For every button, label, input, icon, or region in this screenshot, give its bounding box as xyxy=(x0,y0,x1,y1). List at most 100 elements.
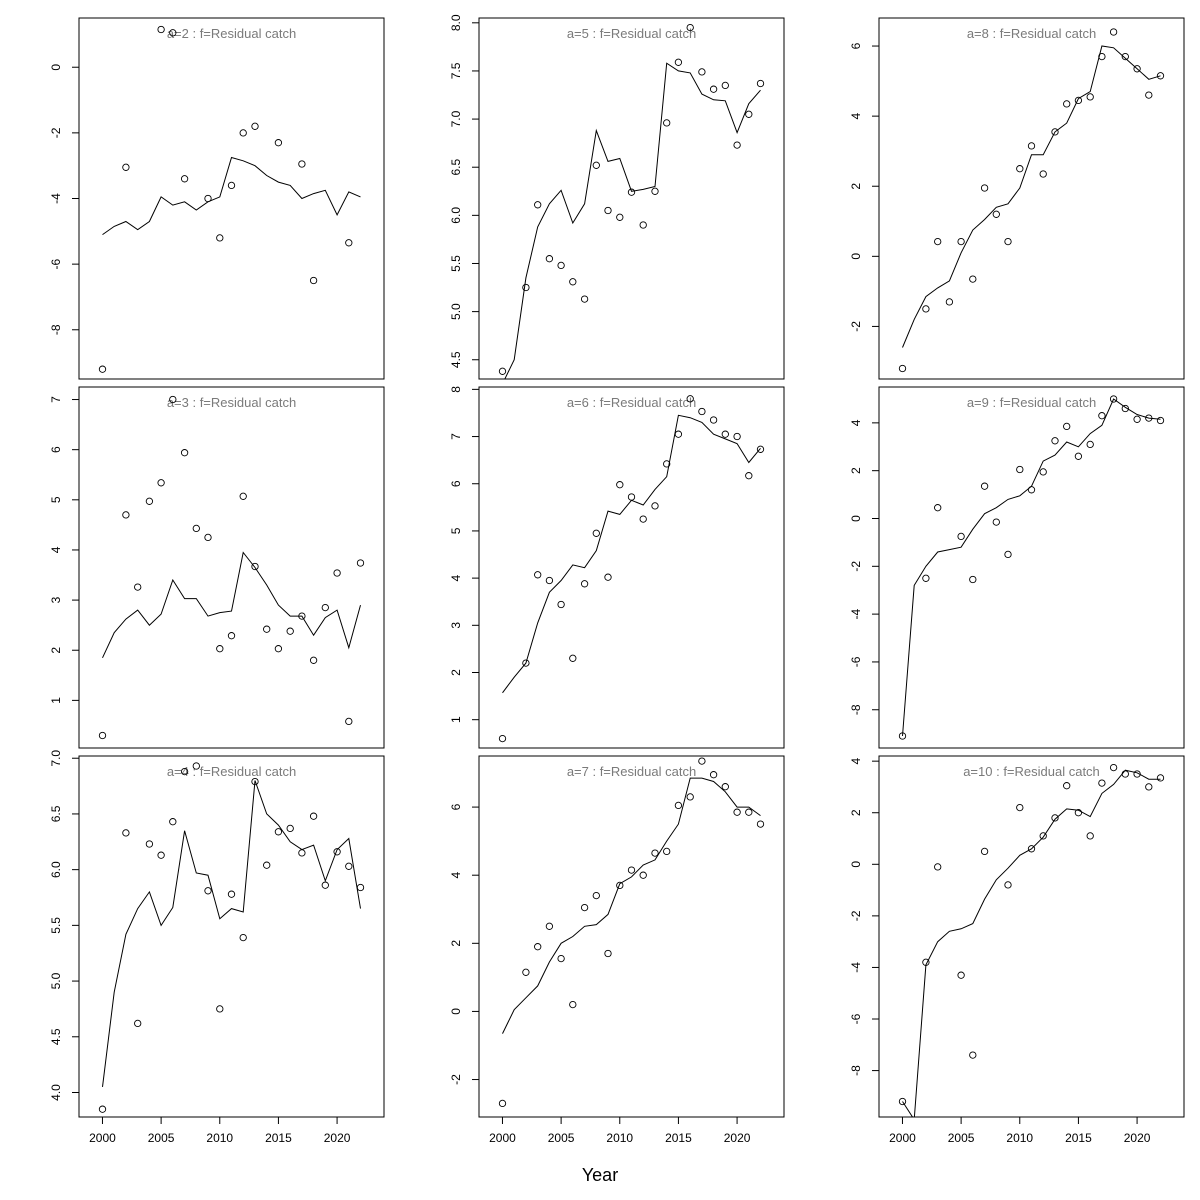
y-tick-label: 0 xyxy=(849,861,863,868)
panel-title: a=3 : f=Residual catch xyxy=(167,395,296,410)
data-point xyxy=(592,161,600,169)
data-point xyxy=(1004,881,1012,889)
data-point xyxy=(592,891,600,900)
panel-8: a=7 : f=Residual catch -2 0 2 4 6 2000 2005 2010… xyxy=(449,755,785,1145)
data-point xyxy=(204,887,212,895)
panel-frame xyxy=(478,755,785,1118)
panel-6: a=9 : f=Residual catch 4 2 0 -2 -4 -6 -8 xyxy=(849,386,1185,749)
data-point xyxy=(627,188,636,196)
data-point xyxy=(639,515,647,523)
data-point xyxy=(1086,440,1094,449)
x-tick-label: 2015 xyxy=(665,1131,692,1145)
data-point xyxy=(651,187,659,195)
y-tick-label: 5 xyxy=(449,527,463,534)
data-point xyxy=(1051,128,1059,136)
data-point xyxy=(345,239,353,247)
data-point xyxy=(674,430,683,438)
data-point xyxy=(569,278,577,286)
fitted-line xyxy=(502,414,761,694)
y-tick-label: 2 xyxy=(849,809,863,816)
data-point xyxy=(157,851,165,859)
y-tick-label: 2 xyxy=(449,669,463,676)
y-tick-label: -4 xyxy=(849,608,863,619)
data-point xyxy=(898,732,907,740)
y-tick-label: 5.5 xyxy=(49,917,63,934)
data-point xyxy=(534,201,542,209)
panel-3: a=8 : f=Residual catch -2 0 2 4 6 xyxy=(849,17,1185,380)
data-point xyxy=(686,793,694,801)
plot-area xyxy=(98,762,365,1113)
data-point xyxy=(251,122,259,130)
data-point xyxy=(309,812,318,820)
data-point xyxy=(569,1000,577,1009)
data-point xyxy=(522,968,530,976)
y-tick-label: 7.0 xyxy=(449,110,463,127)
panel-5: a=6 : f=Residual catch 1 2 3 4 5 6 7 8 xyxy=(449,386,785,749)
x-tick-label: 2010 xyxy=(606,1131,633,1145)
y-tick-label: 5.5 xyxy=(449,255,463,272)
y-tick-label: -6 xyxy=(849,1013,863,1024)
data-point xyxy=(980,184,989,192)
data-point xyxy=(934,863,942,871)
panel-frame xyxy=(78,17,385,380)
data-point xyxy=(1063,422,1071,431)
data-point xyxy=(1156,72,1165,80)
data-point xyxy=(709,416,718,424)
data-point xyxy=(721,81,729,90)
data-point xyxy=(1063,100,1071,108)
y-tick-label: 4.5 xyxy=(49,1028,63,1045)
y-tick-label: 6.5 xyxy=(449,159,463,176)
x-tick-label: 2020 xyxy=(1124,1131,1151,1145)
data-point xyxy=(1074,809,1083,817)
panel-frame xyxy=(878,386,1185,749)
data-point xyxy=(969,275,977,283)
data-point xyxy=(569,654,577,662)
fitted-line xyxy=(102,780,361,1087)
data-point xyxy=(957,237,965,246)
data-point xyxy=(674,58,683,66)
panel-frame xyxy=(78,386,385,749)
data-point xyxy=(1004,237,1012,246)
data-point xyxy=(604,206,612,215)
y-tick-label: 4 xyxy=(849,112,863,119)
panel-title: a=5 : f=Residual catch xyxy=(567,26,696,41)
data-point xyxy=(134,583,142,591)
y-tick-label: -4 xyxy=(49,193,63,204)
data-point xyxy=(239,129,247,137)
data-point xyxy=(756,820,765,828)
x-tick-label: 2020 xyxy=(324,1131,351,1145)
data-point xyxy=(333,569,341,577)
x-tick-label: 2010 xyxy=(1006,1131,1033,1145)
y-tick-label: 3 xyxy=(449,622,463,629)
y-tick-label: 6 xyxy=(49,446,63,453)
data-point xyxy=(298,160,306,168)
data-point xyxy=(545,255,554,263)
data-point xyxy=(604,573,612,581)
panel-frame xyxy=(478,17,785,380)
y-tick-label: 3 xyxy=(49,596,63,603)
data-point xyxy=(733,808,741,816)
data-point xyxy=(1039,832,1047,840)
y-tick-label: 1 xyxy=(449,716,463,723)
data-point xyxy=(227,181,236,190)
data-point xyxy=(122,163,130,171)
data-point xyxy=(274,139,283,147)
data-point xyxy=(616,213,624,221)
fitted-line xyxy=(502,777,761,1034)
data-point xyxy=(1133,770,1141,778)
data-point xyxy=(1039,170,1047,178)
panel-frame xyxy=(478,386,785,749)
data-point xyxy=(192,762,200,770)
data-point xyxy=(756,79,765,88)
data-point xyxy=(157,25,165,34)
data-point xyxy=(709,85,718,93)
panel-4: a=3 : f=Residual catch 1 2 3 4 5 6 7 xyxy=(49,386,385,749)
y-tick-label: 8 xyxy=(449,386,463,393)
data-point xyxy=(651,502,659,510)
x-tick-label: 2000 xyxy=(89,1131,116,1145)
data-point xyxy=(698,757,706,765)
data-point xyxy=(733,141,741,149)
plot-area xyxy=(498,757,765,1108)
data-point xyxy=(169,818,177,826)
